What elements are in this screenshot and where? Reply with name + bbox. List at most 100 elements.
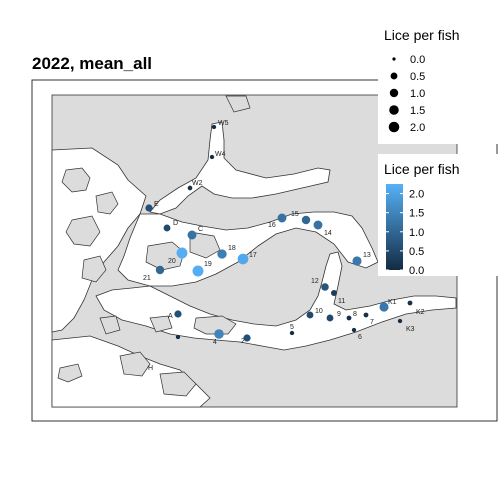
- island-5: [145, 241, 185, 271]
- station-label: 5: [290, 324, 294, 331]
- station-label: K2: [416, 309, 425, 316]
- station-label: 11: [338, 298, 345, 305]
- station-label: H: [148, 365, 153, 372]
- colorbar: [386, 184, 403, 270]
- size-legend-key: [389, 88, 399, 98]
- station-point[interactable]: [313, 220, 323, 230]
- island-1: [61, 167, 91, 193]
- station-label: D: [173, 220, 178, 227]
- size-legend-title: Lice per fish: [384, 27, 459, 43]
- station-label: 15: [291, 211, 299, 218]
- island-3: [65, 215, 101, 247]
- island-10: [119, 351, 151, 377]
- station-label: 20: [168, 258, 176, 265]
- island-6: [189, 231, 221, 259]
- plot-title: 2022, mean_all: [32, 54, 153, 73]
- station-point[interactable]: [214, 329, 224, 339]
- station-label: K3: [406, 326, 415, 333]
- size-legend-key: [390, 72, 398, 80]
- island-2: [95, 191, 119, 215]
- station-point[interactable]: [237, 253, 249, 265]
- island-13: [225, 95, 251, 113]
- station-layer: W5 W4 W2 E D C 15 16 14 20 18 19 21 17 13 12 11 10 9 8 7 K1 K2…: [143, 120, 425, 372]
- station-point[interactable]: [175, 334, 181, 340]
- station-label: 10: [315, 308, 323, 315]
- sea-south-fjord: [95, 251, 457, 351]
- station-point[interactable]: [187, 230, 197, 240]
- station-point[interactable]: [326, 314, 334, 322]
- station-label: W2: [192, 180, 203, 187]
- island-8: [149, 315, 173, 333]
- island-11: [159, 371, 197, 397]
- station-point[interactable]: [346, 315, 352, 321]
- size-legend: Lice per fish 0.0 0.5 1.0 1.5 2.0: [378, 27, 500, 144]
- station-point[interactable]: [330, 289, 338, 297]
- station-point[interactable]: [321, 283, 329, 291]
- station-label: 12: [311, 278, 319, 285]
- station-point[interactable]: [352, 256, 362, 266]
- station-label: 7: [370, 319, 374, 326]
- size-legend-label: 1.0: [410, 88, 425, 100]
- station-point[interactable]: [187, 185, 193, 191]
- size-legend-label: 2.0: [410, 122, 425, 134]
- size-legend-label: 1.5: [410, 105, 425, 117]
- station-point[interactable]: [211, 124, 217, 130]
- colorbar-label: 1.0: [409, 227, 424, 239]
- station-point[interactable]: [301, 215, 311, 225]
- station-label: 2: [241, 338, 245, 345]
- station-label: 19: [204, 261, 212, 268]
- station-label: 14: [324, 230, 332, 237]
- station-point[interactable]: [407, 300, 413, 306]
- station-point[interactable]: [379, 302, 389, 312]
- size-legend-key: [389, 105, 399, 115]
- station-label: 6: [358, 334, 362, 341]
- colorbar-label: 1.5: [409, 208, 424, 220]
- station-point[interactable]: [243, 334, 251, 342]
- station-point[interactable]: [145, 204, 153, 212]
- station-label: 13: [363, 252, 371, 259]
- island-12: [99, 315, 121, 335]
- sea-west: [51, 147, 147, 333]
- colorbar-label: 0.0: [409, 265, 424, 277]
- station-point[interactable]: [163, 224, 171, 232]
- station-label: W5: [218, 120, 229, 127]
- station-point[interactable]: [306, 311, 314, 319]
- station-label: 21: [143, 275, 151, 282]
- station-label: 9: [337, 311, 341, 318]
- station-label: 16: [268, 222, 276, 229]
- size-legend-label: 0.5: [410, 71, 425, 83]
- station-label: 4: [213, 339, 217, 346]
- island-9: [57, 363, 83, 383]
- station-point[interactable]: [217, 249, 227, 259]
- station-label: 8: [353, 311, 357, 318]
- station-point[interactable]: [174, 310, 182, 318]
- station-point[interactable]: [397, 318, 403, 324]
- station-point[interactable]: [155, 265, 165, 275]
- station-point[interactable]: [192, 265, 204, 277]
- station-label: K1: [388, 299, 397, 306]
- station-point[interactable]: [289, 330, 295, 336]
- station-label: C: [198, 226, 203, 233]
- station-label: 17: [249, 252, 257, 259]
- station-point[interactable]: [351, 327, 357, 333]
- colorbar-label: 2.0: [409, 189, 424, 201]
- colorbar-label: 0.5: [409, 246, 424, 258]
- station-label: W4: [215, 151, 226, 158]
- island-4: [81, 255, 107, 283]
- station-label: 18: [228, 245, 236, 252]
- station-label: E: [154, 201, 159, 208]
- station-point[interactable]: [176, 247, 188, 259]
- color-legend: Lice per fish 2.0 1.5 1.0 0.5 0.0: [378, 154, 500, 277]
- sea-north-fjord: [149, 121, 331, 215]
- size-legend-label: 0.0: [410, 54, 425, 66]
- island-7: [193, 315, 237, 335]
- size-legend-key: [392, 57, 396, 61]
- station-point[interactable]: [363, 312, 369, 318]
- station-point[interactable]: [277, 213, 287, 223]
- station-label: A: [168, 313, 173, 320]
- size-legend-key: [388, 121, 400, 133]
- station-point[interactable]: [209, 154, 215, 160]
- color-legend-title: Lice per fish: [384, 161, 459, 177]
